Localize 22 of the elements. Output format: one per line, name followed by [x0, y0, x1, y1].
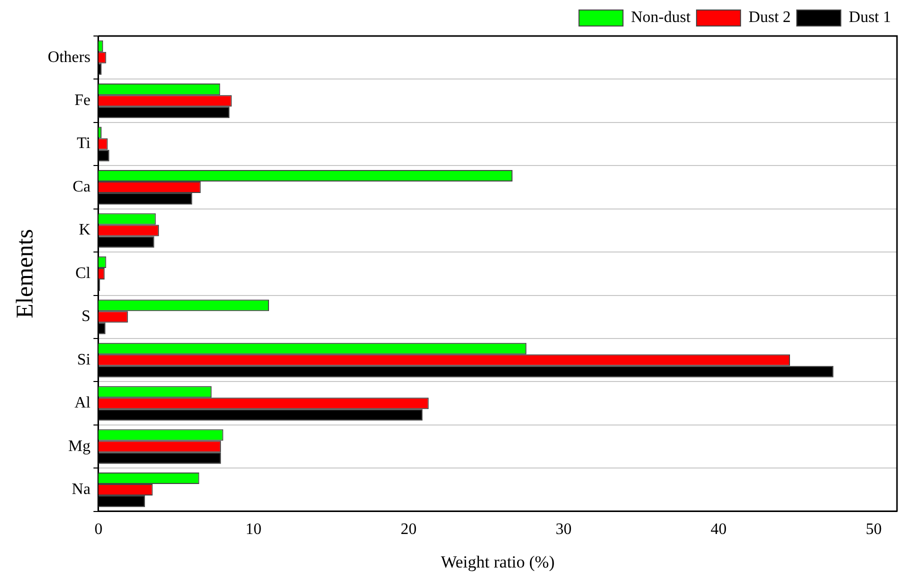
- y-tick-label: Ca: [72, 178, 90, 196]
- y-tick-label: Cl: [75, 264, 92, 282]
- x-tick-label: 40: [710, 521, 727, 538]
- y-tick-label: Na: [72, 480, 90, 498]
- y-tick-label: Ti: [76, 135, 92, 152]
- y-tick-label: Others: [48, 48, 90, 66]
- legend-label: Dust 1: [848, 9, 892, 26]
- x-tick-label: 20: [400, 521, 417, 538]
- y-tick-label: K: [78, 222, 91, 239]
- legend-label: Non-dust: [630, 9, 692, 26]
- y-axis-title: Elements: [12, 229, 39, 318]
- x-tick-label: 50: [866, 521, 882, 538]
- y-tick-label: Fe: [74, 92, 90, 110]
- y-tick-label: Al: [74, 394, 92, 412]
- x-tick-label: 0: [94, 521, 102, 538]
- y-tick-label: Mg: [68, 438, 90, 455]
- x-tick-label: 30: [556, 521, 572, 538]
- y-tick-label: Si: [77, 351, 92, 368]
- y-tick-label: S: [82, 308, 90, 326]
- legend-label: Dust 2: [748, 9, 791, 26]
- x-tick-label: 10: [246, 521, 262, 538]
- x-axis-title: Weight ratio (%): [440, 552, 555, 572]
